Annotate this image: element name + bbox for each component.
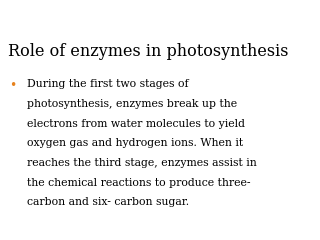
Text: reaches the third stage, enzymes assist in: reaches the third stage, enzymes assist … — [27, 158, 257, 168]
Text: the chemical reactions to produce three-: the chemical reactions to produce three- — [27, 178, 251, 188]
Text: carbon and six- carbon sugar.: carbon and six- carbon sugar. — [27, 197, 189, 207]
Text: •: • — [10, 79, 17, 92]
Text: oxygen gas and hydrogen ions. When it: oxygen gas and hydrogen ions. When it — [27, 138, 243, 148]
Text: electrons from water molecules to yield: electrons from water molecules to yield — [27, 119, 245, 129]
Text: During the first two stages of: During the first two stages of — [27, 79, 189, 89]
Text: photosynthesis, enzymes break up the: photosynthesis, enzymes break up the — [27, 99, 237, 109]
Text: Role of enzymes in photosynthesis: Role of enzymes in photosynthesis — [8, 43, 289, 60]
